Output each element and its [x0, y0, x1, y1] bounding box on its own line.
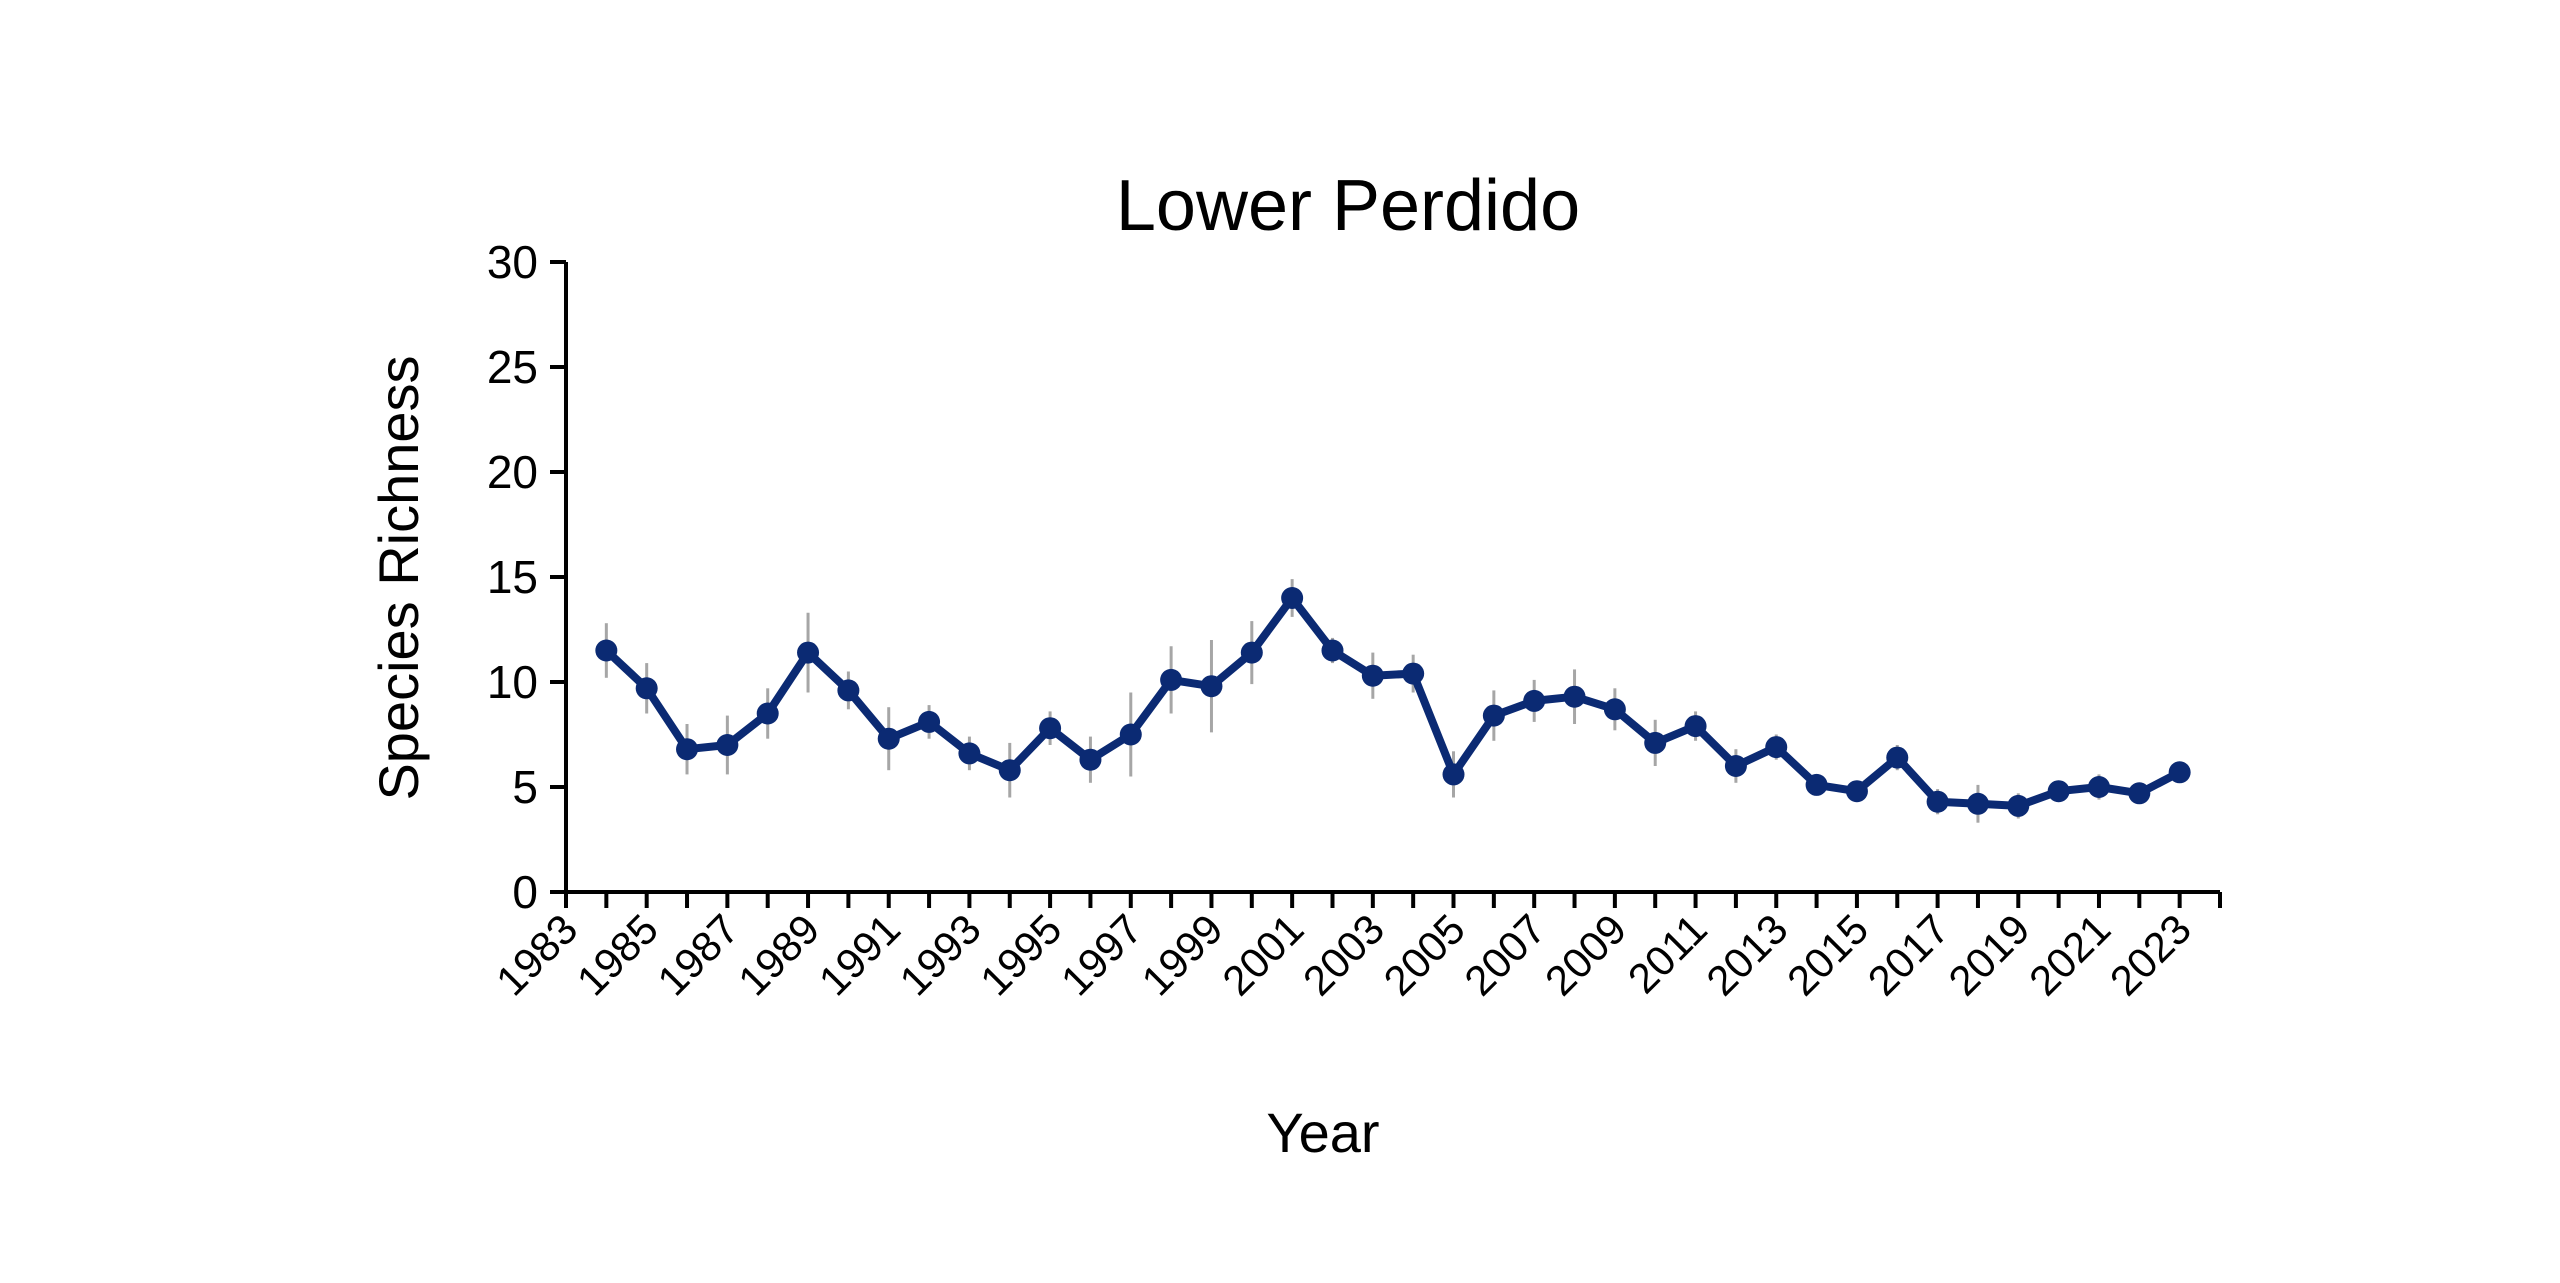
data-point — [635, 677, 658, 700]
x-tick-label: 1983 — [487, 905, 586, 1004]
data-point — [1724, 755, 1747, 777]
error-bars — [604, 579, 2182, 823]
y-tick-label: 10 — [487, 656, 538, 708]
data-point — [1845, 780, 1868, 803]
data-point — [1563, 685, 1586, 708]
chart-title: Lower Perdido — [1116, 166, 1580, 246]
y-axis-label: Species Richness — [367, 355, 430, 800]
x-tick-label: 2001 — [1213, 905, 1312, 1004]
data-point — [1119, 723, 1142, 746]
y-ticks: 0 5 10 15 20 25 30 — [487, 236, 566, 918]
x-tick-label: 2007 — [1455, 905, 1554, 1004]
x-tick-label: 2015 — [1778, 905, 1877, 1004]
data-point — [2007, 794, 2030, 817]
y-tick-label: 5 — [512, 761, 538, 813]
series-line — [603, 594, 2182, 810]
x-tick-label: 2011 — [1619, 905, 1716, 1002]
data-point — [1039, 717, 1062, 740]
x-tick-label: 2009 — [1536, 905, 1635, 1004]
data-point — [2047, 780, 2070, 803]
data-point — [1805, 773, 1828, 796]
data-point — [1644, 731, 1667, 754]
x-tick-label: 1991 — [810, 905, 909, 1004]
y-tick-label: 30 — [487, 236, 538, 288]
x-tick-label: 2021 — [2020, 905, 2119, 1004]
x-tick-label: 1999 — [1133, 905, 1232, 1004]
x-tick-label: 1987 — [648, 905, 747, 1004]
x-tick-label: 1997 — [1052, 905, 1151, 1004]
y-tick-label: 0 — [512, 866, 538, 918]
data-point — [1402, 662, 1425, 685]
data-point — [877, 727, 900, 750]
data-point — [837, 679, 860, 702]
data-point — [1482, 704, 1505, 727]
data-point — [2128, 782, 2151, 805]
data-point — [756, 702, 779, 725]
x-tick-label: 2019 — [1939, 905, 2038, 1004]
data-point — [1926, 790, 1949, 813]
x-axis-label: Year — [1266, 1101, 1379, 1164]
data-point — [676, 738, 699, 761]
x-tick-label: 1989 — [729, 905, 828, 1004]
data-point — [1442, 763, 1465, 786]
data-point — [1603, 698, 1626, 721]
data-point — [1200, 675, 1223, 698]
x-ticks: 1983198519871989199119931995199719992001… — [487, 892, 2222, 1004]
x-tick-label: 2023 — [2101, 905, 2200, 1004]
data-point — [1361, 664, 1384, 687]
data-point — [1765, 736, 1788, 759]
x-tick-label: 1995 — [971, 905, 1070, 1004]
data-series — [595, 587, 2191, 817]
y-tick-label: 20 — [487, 446, 538, 498]
data-point — [1281, 587, 1304, 609]
x-tick-label: 2005 — [1375, 905, 1474, 1004]
data-point — [958, 742, 981, 765]
data-point — [2087, 776, 2110, 798]
data-point — [716, 734, 739, 756]
data-point — [1321, 639, 1344, 662]
x-tick-label: 1985 — [568, 905, 667, 1004]
data-point — [1160, 668, 1183, 691]
data-point — [1966, 792, 1989, 815]
data-point — [595, 639, 618, 662]
y-tick-label: 25 — [487, 341, 538, 393]
data-point — [1886, 746, 1909, 769]
x-tick-label: 1993 — [890, 905, 989, 1004]
x-tick-label: 2003 — [1294, 905, 1393, 1004]
data-point — [797, 641, 820, 664]
data-point — [1079, 748, 1102, 771]
data-point — [1684, 715, 1707, 738]
x-tick-label: 2017 — [1859, 905, 1958, 1004]
x-tick-label: 2013 — [1697, 905, 1796, 1004]
data-point — [998, 759, 1021, 782]
data-point — [1523, 689, 1546, 712]
data-point — [918, 710, 941, 733]
data-point — [1240, 641, 1263, 664]
data-point — [2168, 761, 2191, 784]
y-tick-label: 15 — [487, 551, 538, 603]
